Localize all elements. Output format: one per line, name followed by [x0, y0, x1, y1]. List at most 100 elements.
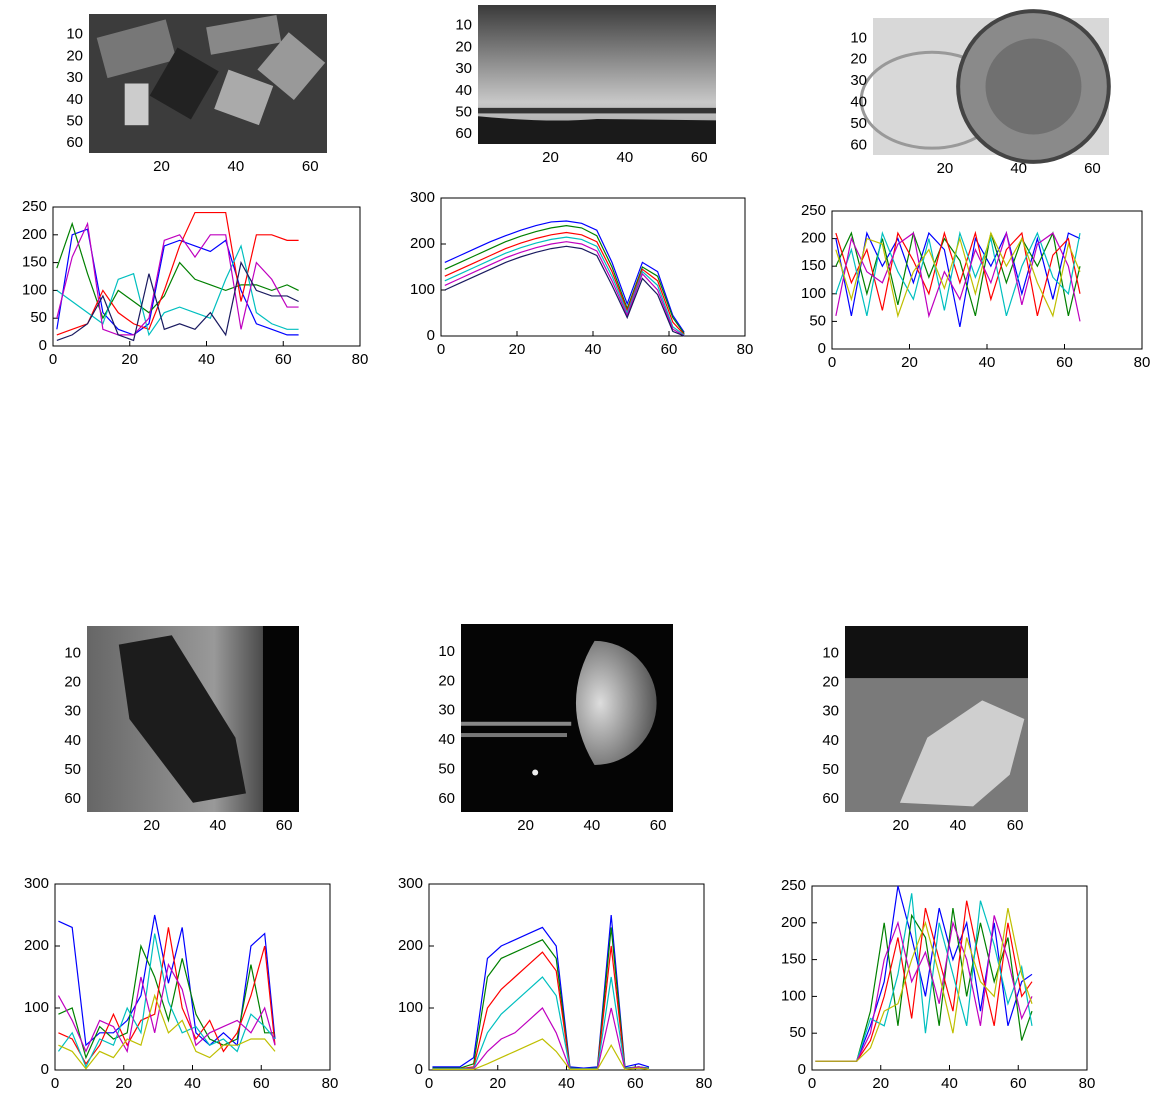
x-tick-label: 20 — [143, 817, 160, 834]
x-tick-label: 60 — [1056, 354, 1073, 371]
y-tick-label: 150 — [781, 951, 806, 968]
line-series — [56, 221, 299, 320]
line-series — [444, 224, 685, 335]
image-shape — [149, 47, 219, 120]
x-tick-label: 40 — [585, 341, 602, 358]
line-series — [444, 241, 685, 337]
x-tick-label: 60 — [1010, 1075, 1027, 1092]
x-tick-label: 40 — [558, 1075, 575, 1092]
line-series — [56, 260, 299, 342]
y-tick-label: 0 — [798, 1061, 806, 1078]
axes-box — [440, 197, 746, 337]
x-tick-label: 80 — [352, 351, 369, 368]
x-tick-label: 40 — [184, 1075, 201, 1092]
line-series — [57, 933, 276, 1069]
line-series — [432, 914, 650, 1069]
y-tick-label: 250 — [801, 202, 826, 219]
x-tick-label: 40 — [617, 149, 634, 166]
y-tick-label: 50 — [64, 761, 81, 778]
x-tick-label: 60 — [691, 149, 708, 166]
x-tick-label: 60 — [275, 351, 292, 368]
line-series — [444, 220, 685, 333]
x-tick-label: 20 — [121, 351, 138, 368]
y-tick-label: 100 — [781, 987, 806, 1004]
y-tick-label: 30 — [64, 703, 81, 720]
y-tick-label: 30 — [822, 703, 839, 720]
panel: 10 20 30 40 50 60 20 40 60 — [850, 9, 1111, 177]
panel: 0 100 200 300 0 20 40 60 80 — [410, 189, 753, 358]
panel: 0 100 200 300 0 20 40 60 80 — [24, 875, 338, 1092]
x-tick-label: 20 — [892, 817, 909, 834]
y-tick-label: 200 — [398, 937, 423, 954]
y-tick-label: 0 — [41, 1061, 49, 1078]
y-tick-label: 10 — [850, 29, 867, 46]
image-shape — [575, 640, 657, 765]
line-series — [835, 231, 1081, 319]
line-series — [835, 230, 1081, 317]
x-tick-label: 40 — [198, 351, 215, 368]
image-shape — [124, 83, 149, 126]
x-tick-label: 20 — [509, 341, 526, 358]
y-tick-label: 60 — [455, 125, 472, 142]
y-tick-label: 20 — [850, 51, 867, 68]
image-shape — [257, 32, 326, 101]
y-tick-label: 10 — [64, 645, 81, 662]
panel: 10 20 30 40 50 60 20 40 60 — [822, 626, 1028, 834]
y-tick-label: 40 — [64, 732, 81, 749]
line-series — [835, 230, 1081, 317]
image-shape — [899, 700, 1025, 807]
y-tick-label: 0 — [427, 327, 435, 344]
y-tick-label: 40 — [822, 732, 839, 749]
y-tick-label: 10 — [455, 17, 472, 34]
y-tick-label: 10 — [822, 645, 839, 662]
line-series — [432, 945, 650, 1070]
x-tick-label: 80 — [1134, 354, 1151, 371]
image-shape — [214, 69, 274, 126]
y-tick-label: 200 — [24, 937, 49, 954]
x-tick-label: 20 — [937, 160, 954, 177]
panel: 0 50 100 150 200 250 0 20 40 60 80 — [22, 198, 368, 368]
y-tick-label: 20 — [822, 674, 839, 691]
line-series — [444, 231, 685, 336]
x-tick-label: 20 — [517, 817, 534, 834]
line-series — [58, 993, 276, 1070]
y-tick-label: 0 — [39, 337, 47, 354]
y-tick-label: 200 — [801, 230, 826, 247]
image-shape — [985, 38, 1082, 135]
x-tick-label: 60 — [276, 817, 293, 834]
y-tick-label: 50 — [66, 112, 83, 129]
y-tick-label: 250 — [781, 877, 806, 894]
y-tick-label: 150 — [801, 257, 826, 274]
line-series — [58, 943, 275, 1060]
x-tick-label: 20 — [153, 158, 170, 175]
y-tick-label: 100 — [24, 999, 49, 1016]
x-tick-label: 60 — [661, 341, 678, 358]
x-tick-label: 60 — [1084, 160, 1101, 177]
x-tick-label: 60 — [253, 1075, 270, 1092]
x-tick-label: 0 — [49, 351, 57, 368]
y-tick-label: 250 — [22, 198, 47, 215]
panel: 10 20 30 40 50 60 20 40 60 — [438, 624, 673, 834]
line-series — [58, 927, 276, 1065]
y-tick-label: 100 — [801, 285, 826, 302]
panel: 0 100 200 300 0 20 40 60 80 — [398, 875, 712, 1092]
y-tick-label: 50 — [455, 103, 472, 120]
x-tick-label: 40 — [979, 354, 996, 371]
y-tick-label: 200 — [22, 226, 47, 243]
line-series — [56, 221, 299, 336]
y-tick-label: 200 — [781, 914, 806, 931]
image-shape — [478, 116, 716, 144]
image-shape — [96, 19, 177, 79]
line-series — [432, 1038, 650, 1071]
x-tick-label: 80 — [322, 1075, 339, 1092]
x-tick-label: 0 — [425, 1075, 433, 1092]
y-tick-label: 10 — [66, 26, 83, 43]
y-tick-label: 100 — [398, 999, 423, 1016]
y-tick-label: 30 — [66, 69, 83, 86]
y-tick-label: 100 — [22, 281, 47, 298]
line-series — [432, 976, 650, 1070]
y-tick-label: 50 — [789, 1024, 806, 1041]
panel: 10 20 30 40 50 60 20 40 60 — [66, 14, 327, 175]
panel: 0 50 100 150 200 250 0 20 40 60 80 — [781, 877, 1095, 1092]
